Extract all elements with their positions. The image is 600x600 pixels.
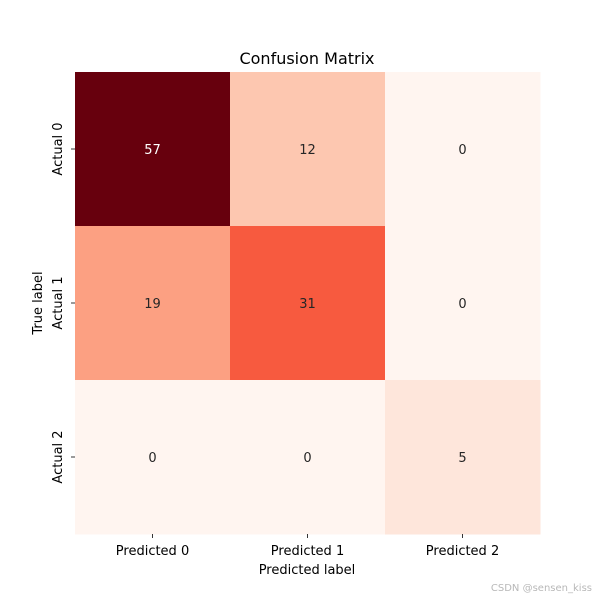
- x-axis-label: Predicted label: [259, 563, 356, 578]
- heatmap-cell-r0-c0: [75, 72, 231, 227]
- cell-value-r0-c0: 57: [144, 143, 161, 158]
- y-axis-label: True label: [31, 271, 46, 335]
- y-tick-label: Actual 1: [51, 276, 66, 329]
- heatmap-cell-r2-c1: [230, 380, 386, 535]
- chart-title: Confusion Matrix: [239, 49, 374, 68]
- watermark: CSDN @sensen_kiss: [490, 583, 592, 594]
- heatmap-cell-labels: 57 12 0 19 31 0 0 0 5: [144, 143, 466, 466]
- x-tick-label: Predicted 0: [116, 544, 189, 559]
- y-tick-label: Actual 2: [51, 430, 66, 483]
- cell-value-r0-c1: 12: [299, 143, 316, 158]
- x-axis-ticks: Predicted 0 Predicted 1 Predicted 2: [116, 534, 499, 559]
- heatmap-cell-r0-c1: [230, 72, 386, 227]
- heatmap-cell-r1-c0: [75, 226, 231, 381]
- cell-value-r1-c0: 19: [144, 297, 161, 312]
- heatmap-cell-r2-c0: [75, 380, 231, 535]
- cell-value-r1-c2: 0: [458, 297, 466, 312]
- heatmap-cell-r2-c2: [385, 380, 541, 535]
- x-tick-label: Predicted 2: [426, 544, 499, 559]
- cell-value-r2-c2: 5: [458, 451, 466, 466]
- heatmap-cell-r0-c2: [385, 72, 541, 227]
- y-axis-ticks: Actual 0 Actual 1 Actual 2: [51, 122, 75, 484]
- cell-value-r2-c1: 0: [303, 451, 311, 466]
- cell-value-r1-c1: 31: [299, 297, 316, 312]
- x-tick-label: Predicted 1: [271, 544, 344, 559]
- y-tick-label: Actual 0: [51, 122, 66, 175]
- cell-value-r0-c2: 0: [458, 143, 466, 158]
- heatmap-cell-r1-c2: [385, 226, 541, 381]
- heatmap-cell-r1-c1: [230, 226, 386, 381]
- heatmap-cells: [75, 72, 541, 535]
- cell-value-r2-c0: 0: [148, 451, 156, 466]
